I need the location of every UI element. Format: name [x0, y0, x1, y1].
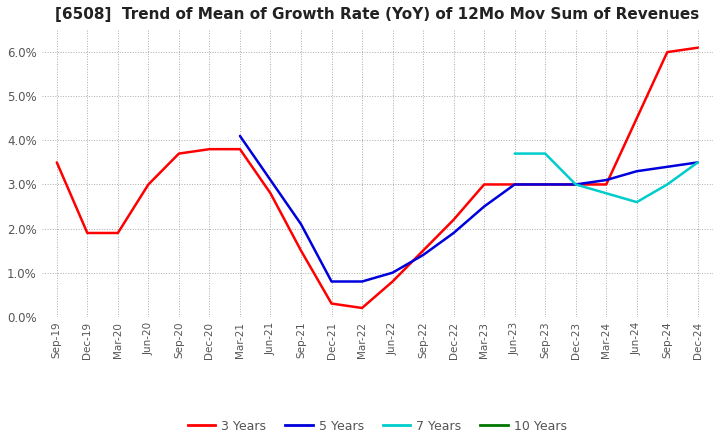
3 Years — [572, 182, 580, 187]
5 Years — [663, 164, 672, 169]
3 Years — [327, 301, 336, 306]
3 Years — [449, 217, 458, 222]
3 Years — [297, 248, 305, 253]
5 Years — [510, 182, 519, 187]
Line: 3 Years: 3 Years — [57, 48, 698, 308]
5 Years — [297, 221, 305, 227]
3 Years — [235, 147, 244, 152]
3 Years — [83, 231, 91, 236]
5 Years — [449, 231, 458, 236]
5 Years — [388, 270, 397, 275]
5 Years — [602, 177, 611, 183]
3 Years — [510, 182, 519, 187]
3 Years — [144, 182, 153, 187]
3 Years — [480, 182, 488, 187]
3 Years — [693, 45, 702, 50]
3 Years — [53, 160, 61, 165]
3 Years — [663, 49, 672, 55]
7 Years — [693, 160, 702, 165]
3 Years — [632, 116, 641, 121]
Line: 7 Years: 7 Years — [515, 154, 698, 202]
3 Years — [174, 151, 183, 156]
3 Years — [419, 248, 428, 253]
Legend: 3 Years, 5 Years, 7 Years, 10 Years: 3 Years, 5 Years, 7 Years, 10 Years — [183, 415, 572, 438]
3 Years — [541, 182, 549, 187]
7 Years — [663, 182, 672, 187]
3 Years — [205, 147, 214, 152]
3 Years — [388, 279, 397, 284]
5 Years — [693, 160, 702, 165]
Line: 5 Years: 5 Years — [240, 136, 698, 282]
3 Years — [114, 231, 122, 236]
Title: [6508]  Trend of Mean of Growth Rate (YoY) of 12Mo Mov Sum of Revenues: [6508] Trend of Mean of Growth Rate (YoY… — [55, 7, 699, 22]
7 Years — [510, 151, 519, 156]
7 Years — [541, 151, 549, 156]
5 Years — [480, 204, 488, 209]
7 Years — [572, 182, 580, 187]
5 Years — [358, 279, 366, 284]
7 Years — [602, 191, 611, 196]
5 Years — [266, 177, 275, 183]
5 Years — [235, 133, 244, 139]
5 Years — [327, 279, 336, 284]
7 Years — [632, 199, 641, 205]
3 Years — [266, 191, 275, 196]
3 Years — [602, 182, 611, 187]
5 Years — [572, 182, 580, 187]
5 Years — [419, 253, 428, 258]
5 Years — [632, 169, 641, 174]
5 Years — [541, 182, 549, 187]
3 Years — [358, 305, 366, 311]
